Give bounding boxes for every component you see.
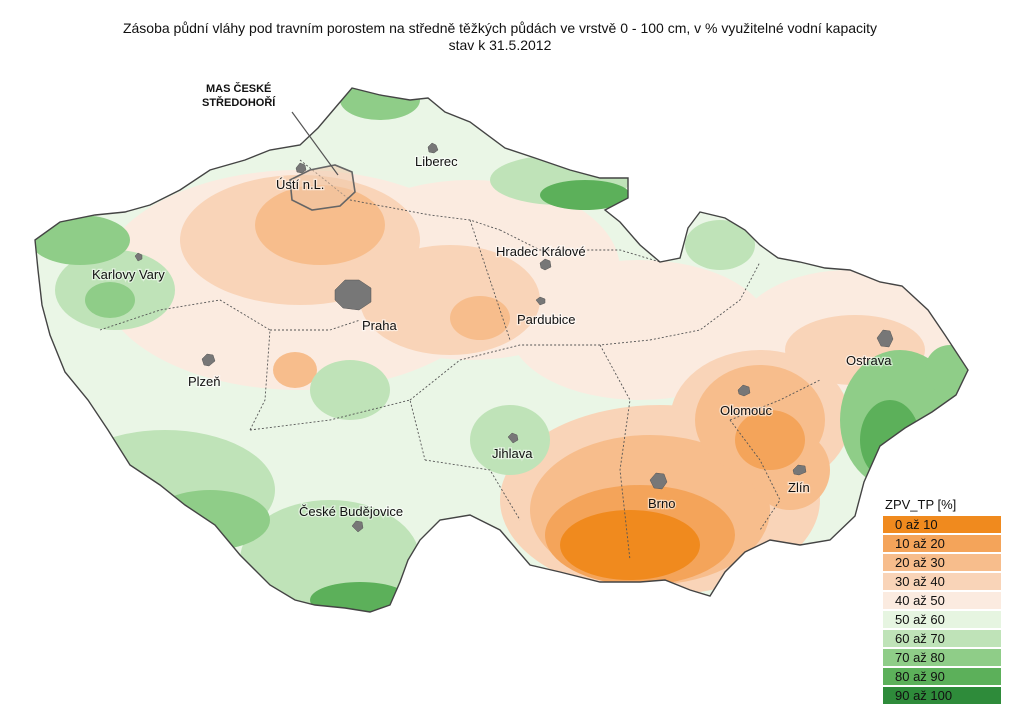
legend-title: ZPV_TP [%] — [885, 497, 957, 512]
legend-item: 10 až 20 — [883, 534, 1003, 552]
city-marker-pardubice — [535, 296, 546, 306]
city-marker-karlovy-vary — [134, 252, 143, 262]
city-marker-praha — [334, 279, 372, 311]
city-label-brno: Brno — [648, 496, 675, 511]
city-marker-ceske-budejovice — [351, 520, 364, 533]
legend-swatch: 0 až 10 — [883, 515, 1001, 533]
city-label-olomouc: Olomouc — [720, 403, 773, 418]
mas-region-outline — [289, 164, 356, 211]
city-marker-liberec — [427, 142, 439, 154]
city-label-hradec-kralove: Hradec Králové — [496, 244, 586, 259]
callout-leader-line — [291, 111, 339, 176]
city-label-liberec: Liberec — [415, 154, 458, 169]
legend-swatch: 40 až 50 — [883, 591, 1001, 609]
city-marker-zlin — [792, 464, 807, 476]
legend-swatch: 70 až 80 — [883, 648, 1001, 666]
city-label-karlovy-vary: Karlovy Vary — [92, 267, 165, 282]
callout-line2: STŘEDOHOŘÍ — [202, 96, 276, 109]
legend-swatch: 90 až 100 — [883, 686, 1001, 704]
city-label-praha: Praha — [362, 318, 397, 333]
city-marker-jihlava — [507, 432, 519, 444]
city-marker-brno — [649, 472, 668, 490]
city-labels: Liberec Ústí n.L. Hradec Králové Karlovy… — [91, 153, 894, 521]
map-title: Zásoba půdní vláhy pod travním porostem … — [122, 20, 878, 36]
legend-item: 90 až 100 — [883, 686, 1003, 704]
city-markers — [134, 142, 894, 533]
city-label-jihlava: Jihlava — [492, 446, 533, 461]
callout-line1: MAS ČESKÉ — [206, 82, 271, 95]
legend: ZPV_TP [%] 0 až 10 10 až 20 20 až 30 30 až … — [883, 496, 1003, 705]
legend-swatch: 80 až 90 — [883, 667, 1001, 685]
city-label-ostrava: Ostrava — [846, 353, 892, 368]
legend-swatch: 20 až 30 — [883, 553, 1001, 571]
legend-swatch: 10 až 20 — [883, 534, 1001, 552]
legend-item: 50 až 60 — [883, 610, 1003, 628]
city-label-usti: Ústí n.L. — [276, 177, 324, 192]
legend-swatch: 30 až 40 — [883, 572, 1001, 590]
city-label-zlin: Zlín — [788, 480, 810, 495]
city-marker-ostrava — [876, 329, 894, 348]
legend-item: 70 až 80 — [883, 648, 1003, 666]
legend-item: 20 až 30 — [883, 553, 1003, 571]
legend-items: 0 až 10 10 až 20 20 až 30 30 až 40 40 až 50 5… — [883, 515, 1003, 704]
city-marker-olomouc — [737, 384, 751, 397]
legend-swatch: 50 až 60 — [883, 610, 1001, 628]
city-marker-plzen — [201, 353, 216, 367]
legend-item: 80 až 90 — [883, 667, 1003, 685]
legend-item: 60 až 70 — [883, 629, 1003, 647]
city-label-pardubice: Pardubice — [517, 312, 576, 327]
city-label-plzen: Plzeň — [188, 374, 221, 389]
legend-item: 0 až 10 — [883, 515, 1003, 533]
legend-item: 40 až 50 — [883, 591, 1003, 609]
city-label-ceske-budejovice: České Budějovice — [299, 504, 403, 519]
city-marker-hradec — [539, 258, 552, 271]
legend-item: 30 až 40 — [883, 572, 1003, 590]
city-marker-usti — [295, 162, 307, 174]
legend-swatch: 60 až 70 — [883, 629, 1001, 647]
map-subtitle: stav k 31.5.2012 — [448, 37, 552, 53]
region-boundaries — [99, 159, 821, 561]
